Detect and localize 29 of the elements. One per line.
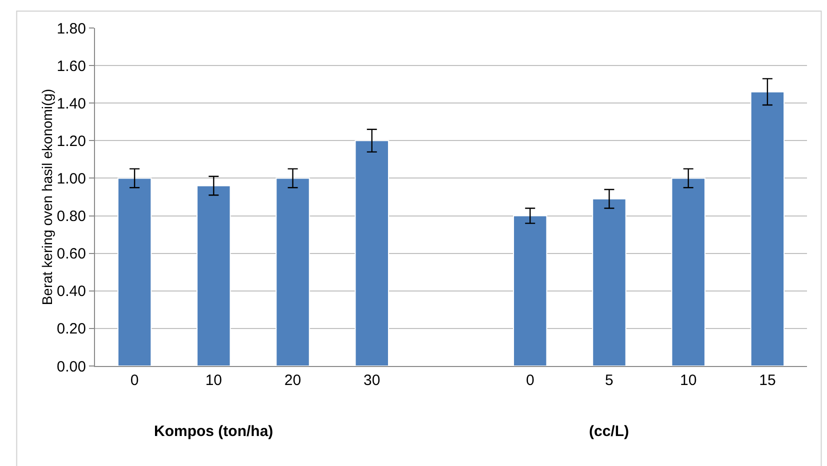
bar (750, 91, 785, 366)
text: (cc/L) (589, 423, 630, 440)
x-tick-label: 15 (759, 372, 776, 389)
y-tick-label: 1.80 (56, 20, 86, 38)
bar (592, 198, 626, 366)
bar (276, 178, 310, 366)
x-tick-label: 30 (364, 372, 380, 389)
y-tick-label: 0.40 (56, 283, 86, 300)
x-tick-label: 10 (205, 372, 222, 389)
text: Kompos (ton/ha) (154, 423, 274, 440)
y-axis-title: Berat kering oven hasil ekonomi(g) (38, 88, 55, 306)
y-tick-label: 1.60 (56, 58, 86, 75)
y-tick-label: 1.20 (56, 132, 86, 150)
y-tick-label: 0.80 (56, 208, 86, 226)
x-tick-label: 5 (605, 372, 614, 389)
y-tick-label: 1.00 (56, 170, 86, 188)
y-tick-label: 0.60 (56, 246, 86, 263)
x-tick-label: 0 (526, 372, 534, 389)
bar (117, 178, 152, 366)
x-tick-label: 10 (680, 372, 697, 389)
bar (354, 140, 389, 366)
x-tick-label: 20 (284, 372, 302, 389)
x-tick-label: 0 (130, 372, 139, 389)
y-tick-label: 0.20 (56, 320, 86, 338)
bar (671, 178, 706, 366)
y-tick-label: 0.00 (56, 358, 86, 376)
y-tick-label: 1.40 (56, 95, 86, 112)
bar (513, 215, 548, 366)
bar (196, 185, 231, 366)
